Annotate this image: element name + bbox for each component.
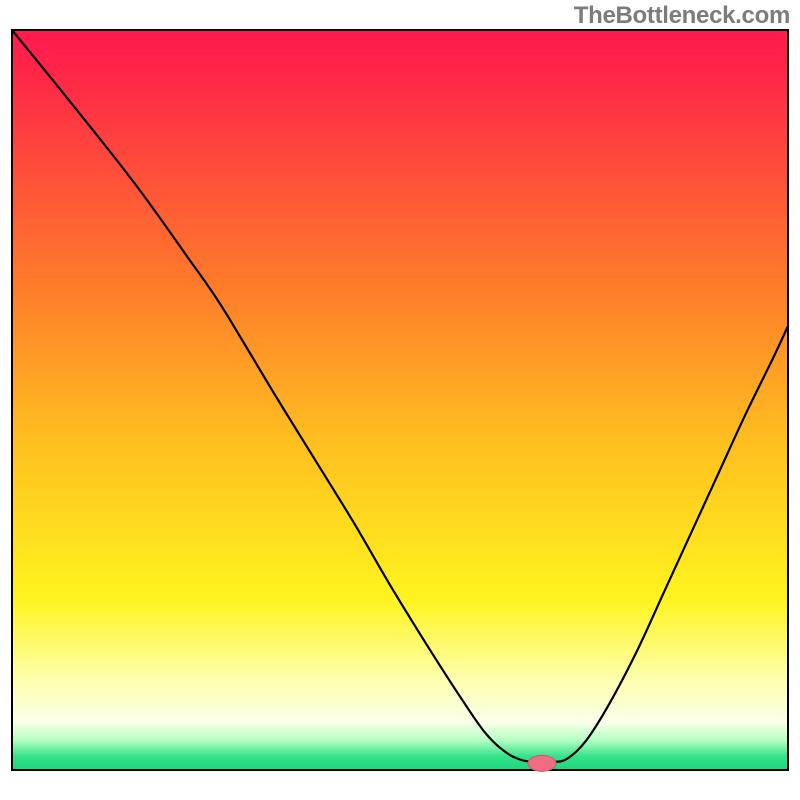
- optimal-marker: [528, 755, 556, 771]
- bottleneck-chart: [0, 0, 800, 800]
- background-gradient: [12, 30, 788, 771]
- watermark-text: TheBottleneck.com: [574, 2, 790, 30]
